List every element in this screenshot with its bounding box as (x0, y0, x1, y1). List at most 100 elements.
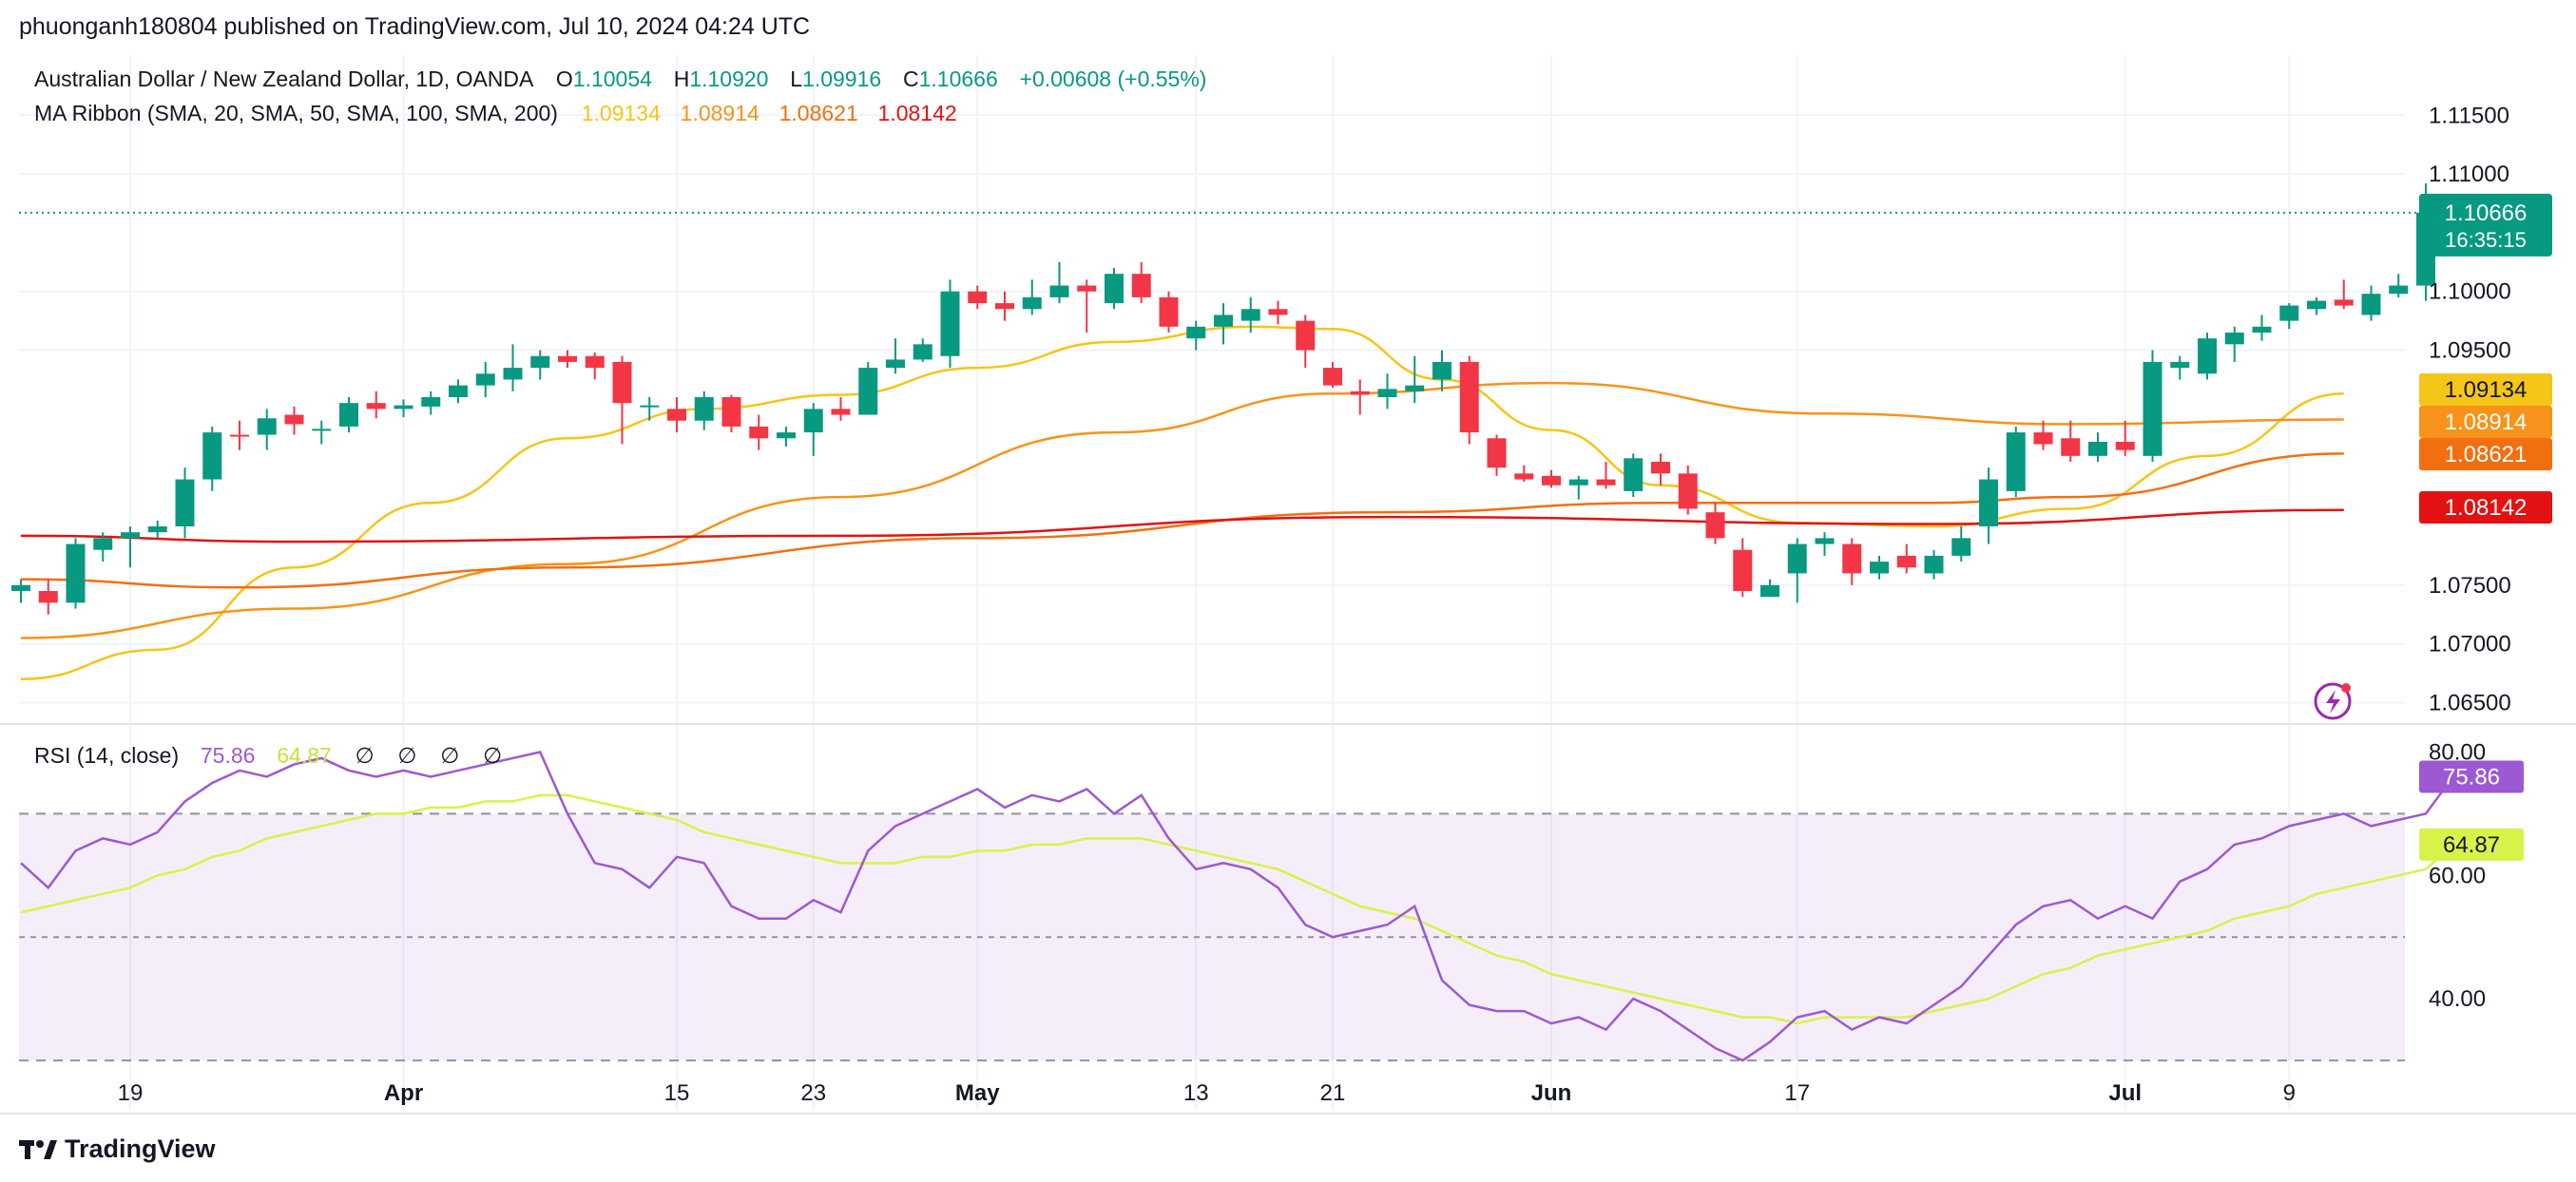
rsi-line (20, 751, 2454, 1062)
candle-body (1979, 479, 1998, 526)
candle-body (2143, 361, 2163, 456)
time-tick-label: 9 (2283, 1080, 2296, 1106)
rsi-badge (2419, 760, 2524, 793)
candle-body (1432, 361, 1451, 380)
candle-body (503, 368, 523, 380)
candle-body (1705, 512, 1725, 539)
tradingview-logo-icon (19, 1138, 57, 1161)
rsi-tick-label: 60.00 (2429, 863, 2486, 888)
rsi-tick-label: 40.00 (2429, 986, 2486, 1012)
open-value: 1.10054 (572, 67, 652, 91)
candle-body (1323, 368, 1342, 386)
time-tick-label: 21 (1320, 1080, 1346, 1106)
ma-ribbon-label[interactable]: MA Ribbon (SMA, 20, SMA, 50, SMA, 100, S… (34, 101, 558, 125)
time-tick-label: 23 (800, 1080, 826, 1106)
time-tick-label: Jul (2108, 1080, 2142, 1106)
candle-body (2389, 285, 2409, 295)
candle-body (1678, 473, 1698, 509)
time-tick-label: May (955, 1080, 1000, 1106)
notification-dot (2341, 683, 2351, 693)
price-tick-label: 1.10000 (2429, 279, 2511, 305)
candle-body (38, 591, 58, 603)
candle-body (11, 584, 30, 591)
countdown-value: 16:35:15 (2445, 228, 2527, 252)
ma-badge-3 (2419, 438, 2552, 470)
candlestick-series (11, 182, 2435, 615)
close-label: C (902, 67, 919, 91)
candle-body (66, 543, 86, 603)
candle-body (175, 479, 195, 526)
rsi-pane (19, 751, 2454, 1062)
candle-body (2061, 438, 2081, 456)
candle-body (312, 429, 332, 431)
rsi-label[interactable]: RSI (14, close) (34, 743, 180, 768)
candle-body (1240, 309, 1260, 321)
time-tick-label: 17 (1784, 1080, 1810, 1106)
candle-body (1870, 562, 1889, 574)
candle-body (394, 405, 413, 410)
symbol-title[interactable]: Australian Dollar / New Zealand Dollar, … (34, 67, 533, 91)
ma-badge-value: 1.09134 (2445, 377, 2528, 403)
price-tick-label: 1.11500 (2429, 103, 2509, 128)
candle-body (640, 405, 660, 408)
candle-body (1733, 549, 1753, 591)
candle-body (1787, 543, 1807, 574)
rsi-ma-value: 64.87 (277, 743, 332, 768)
candle-body (530, 355, 550, 369)
ma100-value: 1.08621 (779, 101, 858, 125)
candle-body (1459, 361, 1479, 433)
candle-body (1487, 438, 1507, 468)
price-tick-label: 1.11000 (2429, 162, 2509, 187)
ma-badge-value: 1.08914 (2445, 410, 2528, 435)
candle-body (2115, 441, 2135, 450)
candle-body (1159, 296, 1179, 327)
rsi-empty-2: ∅ (397, 743, 417, 768)
high-value: 1.10920 (689, 67, 769, 91)
candle-body (1049, 285, 1069, 297)
ma-line-3 (20, 452, 2344, 589)
candle-body (230, 434, 249, 437)
candle-body (1350, 391, 1370, 395)
time-tick-label: 13 (1183, 1080, 1209, 1106)
time-tick-label: Jun (1531, 1080, 1572, 1106)
rsi-value: 75.86 (200, 743, 256, 768)
lightning-icon[interactable] (2314, 682, 2352, 720)
ma-line-2 (20, 381, 2344, 639)
candle-body (1022, 296, 1042, 310)
candle-body (1077, 285, 1097, 292)
price-tick-label: 1.07500 (2429, 573, 2511, 599)
axes: 1.11500 1.11000 1.10000 1.09500 1.07500 1.070… (118, 103, 2552, 1106)
candle-body (2307, 300, 2326, 310)
candle-body (475, 373, 495, 386)
candle-body (749, 426, 769, 439)
candle-body (1214, 315, 1233, 327)
time-tick-label: 15 (664, 1080, 690, 1106)
candle-body (694, 397, 714, 421)
close-value: 1.10666 (918, 67, 998, 91)
change-value: +0.00608 (+0.55%) (1019, 67, 1207, 91)
candle-body (1842, 543, 1862, 574)
low-label: L (790, 67, 803, 91)
candle-body (147, 526, 167, 533)
last-price-badge (2419, 193, 2552, 257)
candle-body (1514, 473, 1534, 480)
price-tick-label: 1.07000 (2429, 632, 2511, 658)
candle-body (2170, 361, 2190, 369)
candle-body (121, 532, 140, 539)
candle-body (968, 291, 988, 304)
time-tick-label: Apr (384, 1080, 423, 1106)
candle-body (449, 385, 468, 397)
candle-body (831, 409, 851, 415)
grid-lines (0, 55, 2576, 1115)
candle-body (612, 361, 632, 404)
rsi-ma-badge-value: 64.87 (2443, 832, 2500, 858)
rsi-empty-1: ∅ (355, 743, 375, 768)
candle-body (2279, 305, 2299, 321)
candle-body (803, 409, 823, 433)
candle-body (1896, 555, 1916, 568)
ma20-value: 1.09134 (581, 101, 661, 125)
ma-badge-value: 1.08142 (2445, 495, 2528, 521)
candle-body (1924, 555, 1944, 574)
open-label: O (555, 67, 573, 91)
